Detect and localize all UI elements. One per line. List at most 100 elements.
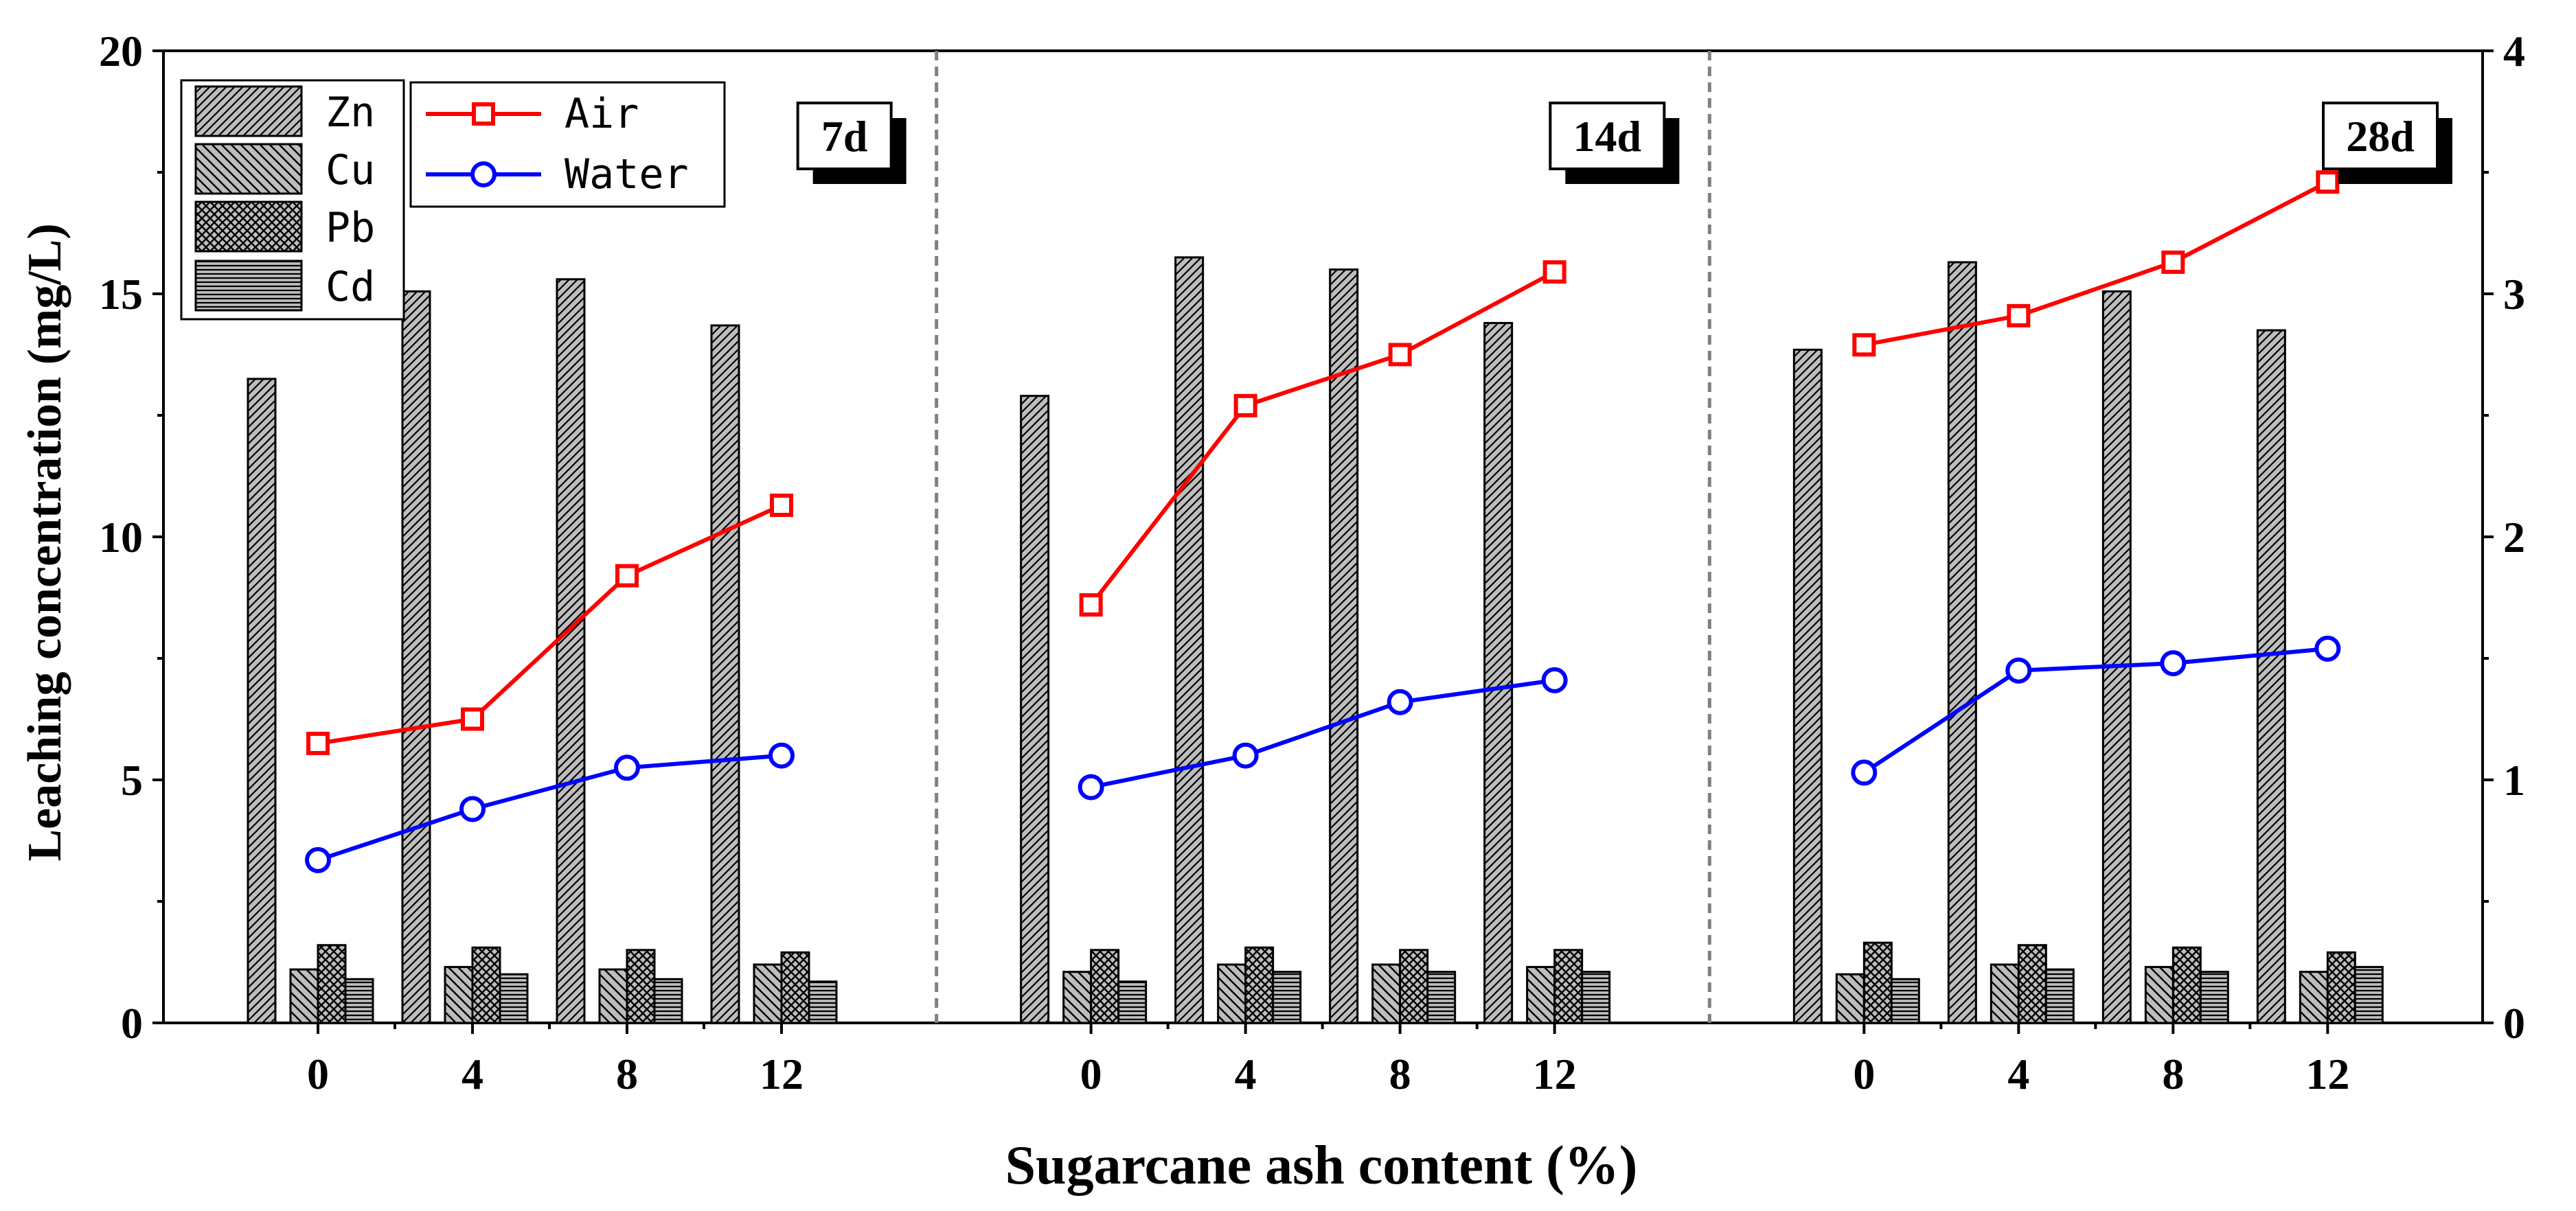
- bar-pb-28d-0: [1862, 941, 1893, 1024]
- point-water-14d-0: [1078, 774, 1104, 800]
- bar-pb-28d-4: [2017, 944, 2047, 1024]
- legend-label-pb: Pb: [326, 204, 375, 252]
- point-water-7d-4: [459, 796, 486, 822]
- x-tick-label: 8: [616, 1050, 638, 1098]
- bar-zn-7d-12: [710, 324, 740, 1024]
- legend-swatch-zn: [194, 85, 303, 137]
- panel-label-7d: 7d: [821, 112, 868, 161]
- bar-cd-28d-12: [2353, 966, 2384, 1024]
- y2-tick-label: 4: [2503, 27, 2525, 76]
- point-air-7d-8: [615, 564, 639, 588]
- bar-pb-14d-8: [1399, 949, 1429, 1024]
- line-air-7d: [317, 503, 783, 746]
- y-axis-title: Leaching concentration (mg/L): [19, 223, 71, 861]
- bar-cd-14d-8: [1426, 971, 1457, 1024]
- y-tick-label: 20: [99, 27, 143, 76]
- legend-label-water: Water: [565, 150, 689, 198]
- bar-pb-28d-8: [2172, 946, 2202, 1024]
- y2-tick-label: 3: [2503, 270, 2525, 319]
- bar-cu-14d-4: [1217, 963, 1247, 1024]
- bar-cd-28d-4: [2044, 968, 2075, 1024]
- legend-swatch-cd: [194, 260, 303, 312]
- bar-cu-28d-0: [1835, 973, 1865, 1024]
- y-tick-label: 10: [99, 513, 143, 562]
- y2-tick-label: 2: [2503, 513, 2525, 562]
- point-air-28d-8: [2161, 250, 2185, 274]
- bar-pb-14d-12: [1553, 949, 1584, 1024]
- point-air-7d-4: [461, 707, 484, 731]
- bar-pb-14d-0: [1090, 949, 1120, 1024]
- x-tick-label: 8: [1389, 1050, 1411, 1098]
- panel-label-28d: 28d: [2346, 112, 2415, 161]
- bar-cu-7d-0: [289, 968, 319, 1024]
- bar-cd-28d-0: [1890, 978, 1920, 1024]
- panel-label-box: [796, 102, 893, 170]
- legend-swatch-cu: [194, 143, 303, 195]
- bar-pb-7d-0: [317, 944, 347, 1024]
- legend-label-cu: Cu: [326, 146, 375, 194]
- point-water-7d-12: [768, 742, 795, 769]
- bar-cd-28d-8: [2199, 971, 2229, 1024]
- bar-cu-14d-12: [1526, 966, 1556, 1024]
- y2-tick-label: 1: [2503, 756, 2525, 805]
- panel-label-box: [1549, 102, 1666, 170]
- legend-label-air: Air: [565, 90, 639, 138]
- point-water-14d-8: [1387, 689, 1413, 715]
- point-water-7d-8: [614, 754, 640, 781]
- legend-label-zn: Zn: [326, 89, 375, 137]
- bar-cu-14d-8: [1371, 963, 1402, 1024]
- x-tick-label: 12: [760, 1050, 803, 1098]
- line-water-14d: [1091, 678, 1555, 789]
- bar-cd-7d-8: [653, 978, 683, 1024]
- x-tick-label: 0: [1080, 1050, 1102, 1098]
- x-tick-label: 12: [1533, 1050, 1577, 1098]
- bar-cd-7d-0: [344, 978, 374, 1024]
- bar-zn-28d-4: [1947, 261, 1977, 1024]
- lines-layer: [305, 170, 2341, 873]
- x-tick-label: 4: [1235, 1050, 1257, 1098]
- point-water-28d-12: [2314, 635, 2341, 662]
- point-air-28d-4: [2007, 303, 2031, 327]
- line-air-28d: [1863, 180, 2329, 347]
- legend-bars: Zn Cu Pb Cd: [180, 79, 405, 321]
- bar-pb-28d-12: [2326, 951, 2356, 1024]
- panel-label-box: [2322, 102, 2439, 170]
- point-water-28d-8: [2160, 650, 2187, 677]
- bar-cu-28d-12: [2299, 971, 2329, 1024]
- bar-zn-7d-0: [247, 378, 277, 1024]
- bar-cd-14d-4: [1272, 971, 1302, 1024]
- legend-label-cd: Cd: [326, 263, 375, 311]
- bar-zn-14d-0: [1020, 395, 1050, 1024]
- x-tick-label: 8: [2162, 1050, 2184, 1098]
- bar-cd-14d-0: [1117, 980, 1148, 1024]
- point-air-14d-0: [1079, 593, 1103, 617]
- y-tick-label: 15: [99, 270, 143, 319]
- point-air-14d-4: [1233, 393, 1257, 417]
- line-water-28d: [1862, 646, 2328, 774]
- bar-cd-14d-12: [1581, 971, 1611, 1024]
- x-tick-label: 4: [461, 1050, 483, 1098]
- x-tick-label: 4: [2007, 1050, 2029, 1098]
- legend-swatch-pb: [194, 200, 303, 253]
- point-air-14d-12: [1542, 260, 1566, 284]
- x-tick-label: 0: [1853, 1050, 1875, 1098]
- bar-zn-14d-8: [1329, 268, 1359, 1024]
- x-tick-label: 0: [307, 1050, 329, 1098]
- bar-zn-28d-12: [2256, 329, 2286, 1024]
- bar-cd-7d-4: [499, 973, 529, 1024]
- y2-tick-label: 0: [2503, 999, 2525, 1048]
- bar-cu-28d-8: [2144, 966, 2174, 1024]
- legend-lines: Air Water: [409, 81, 726, 208]
- bar-pb-7d-8: [626, 949, 656, 1024]
- line-air-14d: [1089, 270, 1556, 606]
- bar-cd-7d-12: [808, 980, 838, 1024]
- point-air-28d-12: [2316, 170, 2340, 194]
- bar-zn-28d-0: [1792, 348, 1823, 1024]
- bars-layer: [247, 256, 2384, 1024]
- y-tick-label: 5: [121, 756, 143, 805]
- panel-labels: 7d 14d 28d: [796, 102, 2452, 184]
- panel-label-14d: 14d: [1573, 112, 1642, 161]
- bar-zn-7d-8: [556, 278, 586, 1024]
